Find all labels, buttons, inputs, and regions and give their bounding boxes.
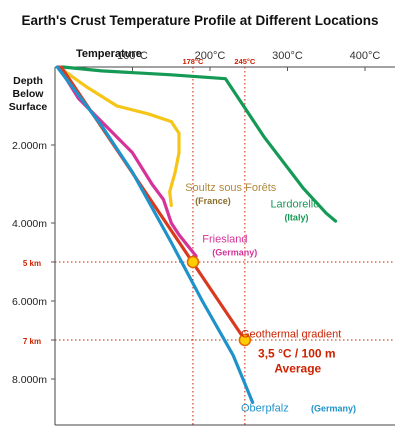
series-line	[55, 65, 255, 404]
annotation-text: Average	[274, 361, 321, 375]
y-axis-label: Surface	[9, 101, 48, 113]
series-label: Oberpfalz	[241, 402, 289, 414]
series-sublabel: (Germany)	[311, 403, 356, 413]
y-axis-label: Below	[13, 88, 45, 100]
series-sublabel: (France)	[195, 196, 231, 206]
y-tick-label: 5 km	[23, 259, 41, 268]
y-tick-label: 4.000m	[12, 218, 47, 230]
reference-line-label: 178°C	[182, 57, 204, 66]
reference-line-label: 245°C	[234, 57, 256, 66]
y-tick-label: 6.000m	[12, 296, 47, 308]
series-line	[61, 65, 338, 223]
chart-title: Earth's Crust Temperature Profile at Dif…	[21, 13, 379, 28]
x-tick-label: 400°C	[350, 50, 381, 62]
highlight-point	[238, 333, 252, 347]
series-label: Geothermal gradient	[241, 328, 341, 340]
x-tick-label: 200°C	[195, 50, 226, 62]
y-axis-label: Depth	[13, 75, 43, 87]
series-line	[57, 65, 181, 207]
series-label: Friesland	[202, 234, 247, 246]
series-label: Lardorello	[270, 198, 319, 210]
series-label: Soultz sous Forêts	[185, 182, 277, 194]
annotation-text: 3,5 °C / 100 m	[258, 347, 336, 361]
x-axis-label: Temperature	[76, 48, 142, 60]
x-tick-label: 100°C	[117, 50, 148, 62]
series-sublabel: (Italy)	[284, 212, 308, 222]
x-tick-label: 300°C	[272, 50, 303, 62]
y-tick-label: 2.000m	[12, 140, 47, 152]
series-sublabel: (Germany)	[212, 248, 257, 258]
highlight-point	[186, 255, 200, 269]
y-tick-label: 8.000m	[12, 374, 47, 386]
y-tick-label: 7 km	[23, 337, 41, 346]
